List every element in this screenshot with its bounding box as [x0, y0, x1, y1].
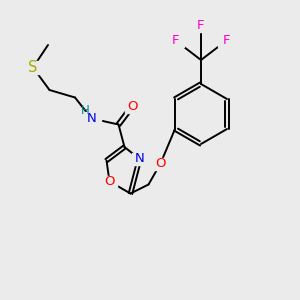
- Bar: [82, 112, 100, 125]
- Text: F: F: [172, 34, 179, 47]
- Bar: [132, 153, 147, 165]
- Bar: [24, 61, 42, 74]
- Text: O: O: [127, 100, 137, 113]
- Bar: [167, 34, 184, 47]
- Text: H: H: [80, 104, 89, 118]
- Text: S: S: [28, 60, 38, 75]
- Bar: [153, 158, 168, 169]
- Text: N: N: [135, 152, 144, 166]
- Text: F: F: [197, 19, 205, 32]
- Text: O: O: [104, 175, 115, 188]
- Text: F: F: [223, 34, 230, 47]
- Bar: [124, 100, 140, 112]
- Text: O: O: [155, 157, 166, 170]
- Text: N: N: [87, 112, 96, 125]
- Bar: [218, 34, 235, 47]
- Bar: [102, 176, 117, 188]
- Bar: [193, 19, 209, 32]
